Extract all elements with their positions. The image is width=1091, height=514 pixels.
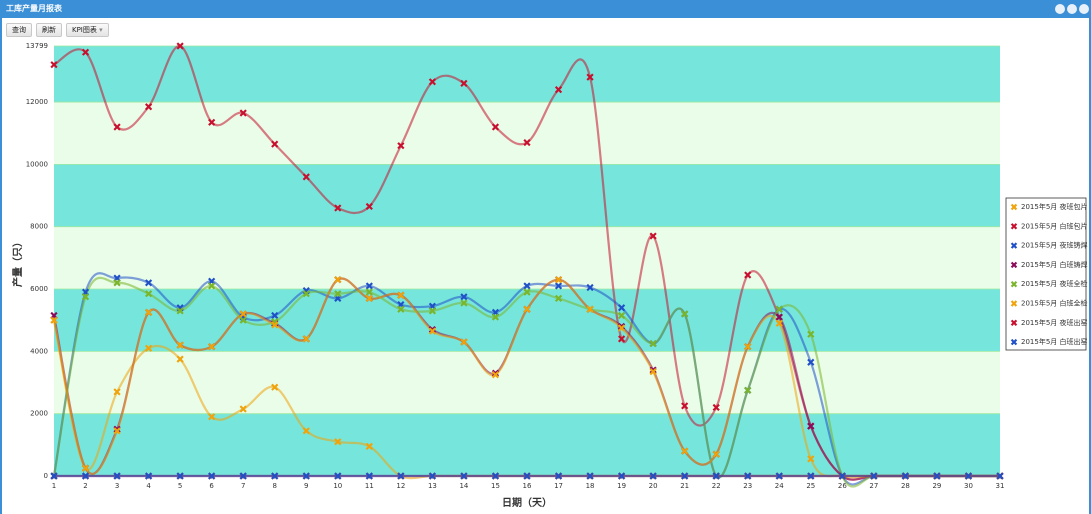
query-button[interactable]: 查询 <box>6 23 32 37</box>
kpi-chart-button[interactable]: KPI图表 ▾ <box>66 23 109 37</box>
title-bar: 工库产量月报表 <box>0 0 1091 18</box>
minimize-button[interactable] <box>1055 4 1065 14</box>
dropdown-arrow: ▾ <box>99 26 103 34</box>
close-button[interactable] <box>1079 4 1089 14</box>
refresh-button[interactable]: 刷新 <box>36 23 62 37</box>
window-title: 工库产量月报表 <box>6 4 62 13</box>
kpi-label: KPI图表 <box>72 26 97 34</box>
maximize-button[interactable] <box>1067 4 1077 14</box>
toolbar: 查询 刷新 KPI图表 ▾ <box>6 23 109 37</box>
window-frame <box>0 18 1091 514</box>
